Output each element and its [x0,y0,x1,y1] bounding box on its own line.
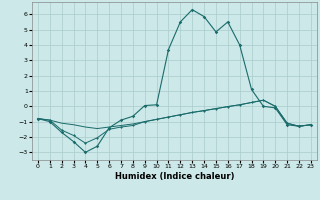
X-axis label: Humidex (Indice chaleur): Humidex (Indice chaleur) [115,172,234,181]
